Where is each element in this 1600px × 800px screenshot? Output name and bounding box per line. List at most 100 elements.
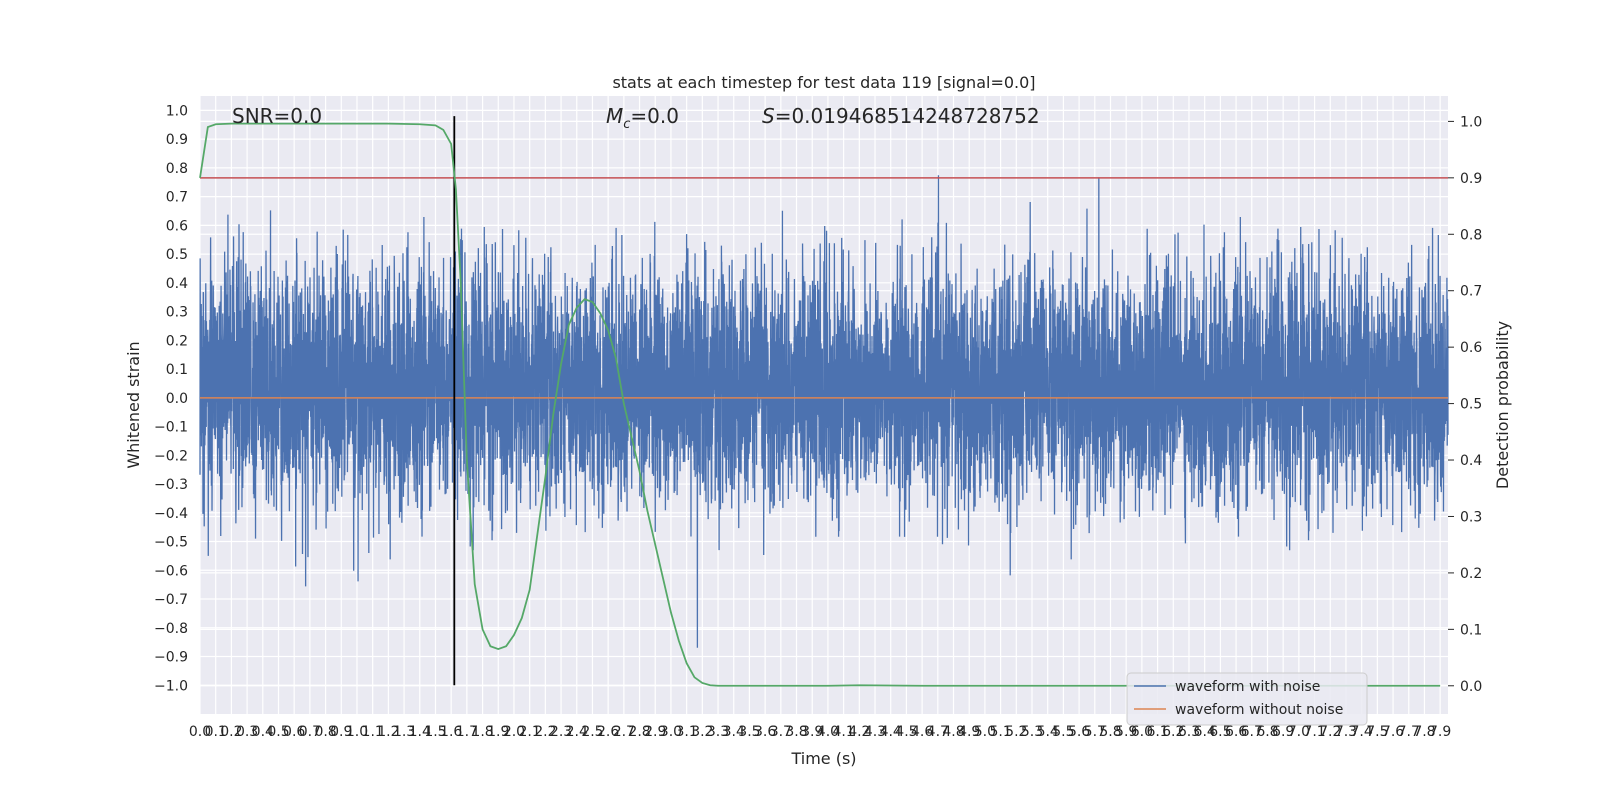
- y-right-tick-label: 0.5: [1460, 397, 1482, 413]
- y-right-tick-label: 0.7: [1460, 284, 1482, 300]
- x-tick-label: 1.4: [409, 724, 431, 740]
- legend: waveform with noise waveform without noi…: [1126, 672, 1368, 726]
- x-tick-label: 5.7: [1084, 724, 1106, 740]
- y-right-tick-label: 0.0: [1460, 679, 1482, 695]
- y-tick-label: 0.6: [166, 218, 188, 234]
- y-tick-labels: −1.0 −0.9 −0.8 −0.7 −0.6 −0.5 −0.4 −0.3 −0.2 −0.1…: [154, 103, 188, 694]
- x-tick-label: 0.9: [330, 724, 352, 740]
- x-tick-label: 1.1: [362, 724, 384, 740]
- x-tick-label: 5.4: [1037, 724, 1059, 740]
- x-tick-label: 6.4: [1194, 724, 1216, 740]
- x-tick-label: 0.7: [299, 724, 321, 740]
- x-tick-label: 0.1: [205, 724, 227, 740]
- x-tick-label: 2.5: [581, 724, 603, 740]
- x-tick-label: 0.2: [220, 724, 242, 740]
- x-tick-label: 5.9: [1115, 724, 1137, 740]
- x-tick-label: 7.8: [1413, 724, 1435, 740]
- x-tick-label: 5.0: [974, 724, 996, 740]
- x-tick-label: 7.5: [1366, 724, 1388, 740]
- x-tick-labels: 0.00.10.20.30.40.50.60.70.80.91.01.11.21…: [189, 724, 1451, 740]
- s-symbol: S: [762, 104, 775, 128]
- x-tick-label: 0.0: [189, 724, 211, 740]
- x-tick-label: 4.3: [864, 724, 886, 740]
- x-tick-label: 1.3: [393, 724, 415, 740]
- x-tick-label: 3.4: [723, 724, 745, 740]
- y-right-tick-label: 0.8: [1460, 227, 1482, 243]
- x-tick-label: 0.5: [267, 724, 289, 740]
- x-tick-label: 6.8: [1256, 724, 1278, 740]
- x-tick-label: 3.7: [770, 724, 792, 740]
- x-tick-label: 4.6: [911, 724, 933, 740]
- x-tick-label: 7.0: [1288, 724, 1310, 740]
- x-tick-label: 7.1: [1303, 724, 1325, 740]
- y-tick-label: −0.9: [154, 650, 188, 666]
- y-tick-label: 0.5: [166, 247, 188, 263]
- y-tick-label: −0.4: [154, 506, 188, 522]
- x-tick-label: 2.8: [628, 724, 650, 740]
- x-tick-label: 0.8: [314, 724, 336, 740]
- x-tick-label: 6.7: [1241, 724, 1263, 740]
- x-tick-label: 3.6: [754, 724, 776, 740]
- y-right-tick-label: 0.2: [1460, 566, 1482, 582]
- x-tick-label: 2.3: [550, 724, 572, 740]
- x-tick-label: 5.5: [1052, 724, 1074, 740]
- x-tick-label: 2.9: [644, 724, 666, 740]
- x-tick-label: 6.5: [1209, 724, 1231, 740]
- x-tick-label: 5.1: [989, 724, 1011, 740]
- y-tick-label: 0.4: [166, 276, 188, 292]
- y-tick-label: −0.6: [154, 563, 188, 579]
- y-tick-label: 0.2: [166, 333, 188, 349]
- x-tick-label: 4.4: [880, 724, 902, 740]
- x-tick-label: 2.6: [597, 724, 619, 740]
- x-tick-label: 6.6: [1225, 724, 1247, 740]
- y-right-tick-label: 0.1: [1460, 622, 1482, 638]
- y-right-tick-label: 0.3: [1460, 509, 1482, 525]
- y-tick-label: −0.3: [154, 477, 188, 493]
- x-tick-label: 3.1: [676, 724, 698, 740]
- y-right-axis-label: Detection probability: [1493, 321, 1512, 489]
- x-tick-label: 1.0: [346, 724, 368, 740]
- s-annotation: S=0.019468514248728752: [762, 104, 1040, 128]
- x-tick-label: 1.7: [456, 724, 478, 740]
- y-tick-label: 0.9: [166, 132, 188, 148]
- legend-label-clean: waveform without noise: [1175, 702, 1343, 718]
- legend-label-noise: waveform with noise: [1175, 679, 1320, 695]
- x-tick-label: 2.7: [613, 724, 635, 740]
- y-right-tick-label: 1.0: [1460, 114, 1482, 130]
- x-tick-label: 1.9: [487, 724, 509, 740]
- y-tick-label: −0.8: [154, 621, 188, 637]
- x-tick-label: 4.0: [817, 724, 839, 740]
- detection-probability-line: [199, 122, 1441, 687]
- y-right-tick-labels: 0.0 0.1 0.2 0.3 0.4 0.5 0.6 0.7 0.8 0.9 1.0: [1448, 114, 1482, 695]
- x-tick-label: 3.2: [691, 724, 713, 740]
- x-tick-label: 3.9: [801, 724, 823, 740]
- x-tick-label: 7.4: [1351, 724, 1373, 740]
- y-tick-label: −0.5: [154, 535, 188, 551]
- x-tick-label: 6.2: [1162, 724, 1184, 740]
- y-axis-label: Whitened strain: [124, 341, 143, 468]
- mc-subscript: c: [623, 117, 630, 132]
- x-tick-label: 6.1: [1146, 724, 1168, 740]
- snr-annotation: SNR=0.0: [232, 104, 322, 128]
- mc-value: =0.0: [630, 104, 679, 128]
- x-tick-label: 2.0: [503, 724, 525, 740]
- y-tick-label: −0.2: [154, 448, 188, 464]
- y-tick-label: 1.0: [166, 103, 188, 119]
- x-tick-label: 0.6: [283, 724, 305, 740]
- x-tick-label: 5.3: [1021, 724, 1043, 740]
- x-tick-label: 7.7: [1398, 724, 1420, 740]
- x-tick-label: 0.4: [252, 724, 274, 740]
- series-waveform-with-noise: [199, 175, 1449, 648]
- x-tick-label: 3.8: [785, 724, 807, 740]
- y-right-tick-label: 0.6: [1460, 340, 1482, 356]
- x-tick-label: 4.2: [848, 724, 870, 740]
- legend-box: [1126, 672, 1368, 726]
- x-tick-label: 5.8: [1099, 724, 1121, 740]
- x-tick-label: 7.9: [1429, 724, 1451, 740]
- x-tick-label: 4.5: [895, 724, 917, 740]
- x-tick-label: 4.9: [958, 724, 980, 740]
- x-tick-label: 4.1: [832, 724, 854, 740]
- x-tick-label: 3.0: [660, 724, 682, 740]
- y-tick-label: −1.0: [154, 678, 188, 694]
